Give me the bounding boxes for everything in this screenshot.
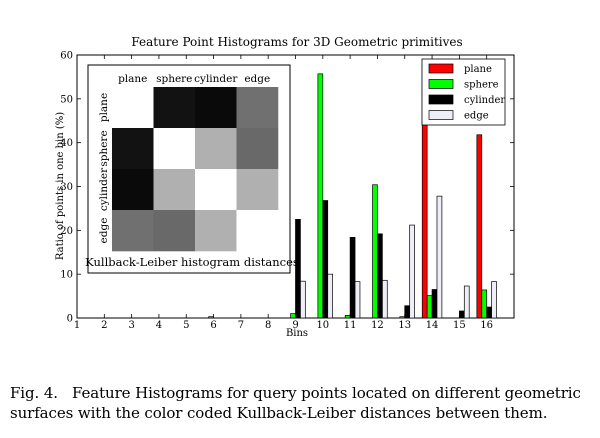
legend-swatch-edge xyxy=(428,110,454,120)
bar-edge xyxy=(354,281,361,319)
x-tick-label: 13 xyxy=(398,320,411,331)
bar-cylinder xyxy=(486,306,492,319)
bar-sphere xyxy=(372,184,378,319)
chart-title: Feature Point Histograms for 3D Geometri… xyxy=(131,35,462,49)
y-tick-label: 30 xyxy=(60,182,73,193)
bar-edge xyxy=(300,280,306,319)
x-tick-label: 2 xyxy=(101,320,107,331)
heatmap-column-label: cylinder xyxy=(194,73,238,85)
y-tick-label: 60 xyxy=(60,51,73,62)
heatmap-cell xyxy=(195,169,237,211)
x-tick-label: 11 xyxy=(344,320,357,331)
x-tick-label: 7 xyxy=(238,320,244,331)
bar-cylinder xyxy=(322,200,329,319)
heatmap xyxy=(112,87,279,252)
legend-label: sphere xyxy=(464,80,499,91)
legend: plane sphere cylinder edge xyxy=(421,58,505,126)
legend-swatch-cylinder xyxy=(428,94,454,105)
bar-plane xyxy=(476,134,483,319)
heatmap-column-label: edge xyxy=(244,73,270,85)
heatmap-cell xyxy=(153,210,196,252)
bar-sphere xyxy=(344,315,351,319)
heatmap-row-label: sphere xyxy=(98,130,110,166)
x-tick-label: 5 xyxy=(183,320,189,331)
bar-edge xyxy=(491,281,497,319)
heatmap-cell xyxy=(112,87,154,129)
legend-label: cylinder xyxy=(464,95,505,106)
heatmap-cell xyxy=(195,210,237,252)
legend-swatch-sphere xyxy=(428,79,454,89)
heatmap-cell xyxy=(195,128,237,170)
x-tick-label: 1 xyxy=(74,320,80,331)
bar-edge xyxy=(382,279,388,319)
legend-swatch-plane xyxy=(428,63,454,74)
x-tick-label: 16 xyxy=(480,320,493,331)
y-axis: 0 10 20 30 40 50 60 xyxy=(60,51,514,325)
heatmap-row-label: edge xyxy=(98,218,110,244)
heatmap-cell xyxy=(236,169,279,211)
bar-cylinder xyxy=(404,305,411,319)
heatmap-cell xyxy=(236,87,279,129)
x-tick-label: 9 xyxy=(292,320,298,331)
bar-series xyxy=(208,62,497,319)
bar-edge xyxy=(463,285,470,319)
caption-label: Fig. 4. xyxy=(10,384,58,402)
x-axis: 1 2 3 4 5 6 7 8 9 10 11 12 13 14 15 16 xyxy=(74,55,493,331)
bar-cylinder xyxy=(295,219,301,319)
bar-edge xyxy=(327,273,333,319)
bar-edge xyxy=(436,195,443,319)
heatmap-caption: Kullback-Leiber histogram distances xyxy=(85,255,299,269)
bar-sphere xyxy=(426,295,433,319)
y-tick-label: 0 xyxy=(67,314,73,325)
y-tick-label: 20 xyxy=(60,226,73,237)
legend-label: edge xyxy=(464,111,489,122)
bar-sphere xyxy=(208,316,214,319)
bar-cylinder xyxy=(349,236,356,319)
figure-caption: Fig. 4. Feature Histograms for query poi… xyxy=(0,383,600,423)
bar-sphere xyxy=(317,73,324,319)
bar-sphere xyxy=(290,313,296,319)
bar-cylinder xyxy=(431,289,438,319)
y-tick-label: 40 xyxy=(60,138,73,149)
heatmap-cell xyxy=(195,87,237,129)
heatmap-cell xyxy=(236,210,279,252)
x-tick-label: 3 xyxy=(128,320,134,331)
x-tick-label: 8 xyxy=(265,320,271,331)
y-axis-label: Ratio of points in one bin (%) xyxy=(55,112,66,260)
bar-cylinder xyxy=(377,233,383,319)
x-tick-label: 12 xyxy=(371,320,384,331)
heatmap-cell xyxy=(153,169,196,211)
x-tick-label: 6 xyxy=(210,320,216,331)
x-tick-label: 15 xyxy=(453,320,466,331)
bar-edge xyxy=(409,224,415,319)
heatmap-row-label: plane xyxy=(98,93,110,122)
heatmap-cell xyxy=(153,87,196,129)
y-tick-label: 50 xyxy=(60,94,73,105)
heatmap-cell xyxy=(236,128,279,170)
x-axis-label: Bins xyxy=(286,328,308,339)
legend-label: plane xyxy=(464,64,492,75)
heatmap-cell xyxy=(112,169,154,211)
heatmap-cell xyxy=(153,128,196,170)
heatmap-cell xyxy=(112,210,154,252)
heatmap-column-labels: plane sphere cylinder edge xyxy=(118,73,270,85)
bar-sphere xyxy=(481,289,488,319)
heatmap-column-label: plane xyxy=(118,73,147,85)
bar-sphere xyxy=(399,316,406,319)
bar-cylinder xyxy=(459,310,465,319)
x-tick-label: 10 xyxy=(316,320,329,331)
x-tick-label: 14 xyxy=(426,320,439,331)
caption-text: Feature Histograms for query points loca… xyxy=(10,384,581,422)
heatmap-row-label: cylinder xyxy=(98,167,110,211)
y-tick-label: 10 xyxy=(60,270,73,281)
heatmap-cell xyxy=(112,128,154,170)
heatmap-column-label: sphere xyxy=(156,73,192,85)
x-tick-label: 4 xyxy=(156,320,162,331)
